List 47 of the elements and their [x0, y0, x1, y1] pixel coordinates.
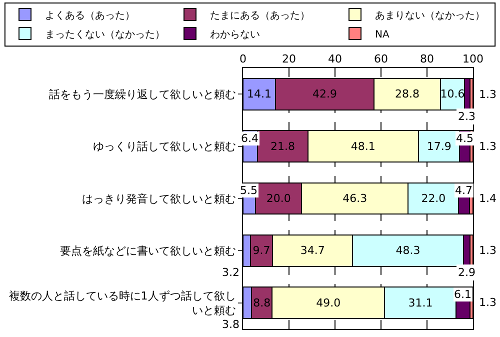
data-label: 2.3	[458, 110, 476, 123]
y-tick-label: 話をもう一度繰り返して欲しいと頼む	[48, 88, 236, 101]
x-tick-label: 40	[328, 52, 342, 66]
legend-label: あまりない（なかった）	[375, 10, 485, 22]
data-label: 14.1	[246, 88, 272, 101]
data-label: 21.8	[270, 140, 296, 153]
legend-label: たまにある（あった）	[210, 10, 310, 22]
data-label: 22.0	[421, 192, 446, 205]
data-label: 9.7	[252, 244, 270, 258]
legend-label: わからない	[210, 29, 260, 40]
y-tick-label: ゆっくり話して欲しいと頼む	[92, 140, 236, 154]
data-label: 4.7	[455, 184, 472, 197]
data-label: 5.5	[240, 184, 258, 197]
data-label: 1.3	[479, 244, 496, 257]
data-label: 4.5	[456, 132, 474, 145]
y-tick-label: 複数の人と話している時に1人ずつ話して欲しいと頼む	[8, 290, 236, 317]
data-label: 28.8	[394, 88, 420, 101]
data-label: 8.8	[253, 296, 271, 310]
x-tick-label: 80	[420, 52, 434, 66]
legend-label: まったくない（なかった）	[45, 29, 165, 40]
x-tick-label: 100	[462, 52, 484, 66]
data-label: 1.4	[479, 192, 496, 205]
data-label: 49.0	[316, 296, 341, 310]
legend-label: NA	[375, 29, 390, 40]
y-tick-label: 要点を紙などに書いて欲しいと頼む	[60, 244, 236, 258]
x-tick-label: 20	[282, 52, 296, 66]
data-label: 42.9	[312, 88, 338, 101]
legend-label: よくある（あった）	[45, 10, 135, 22]
data-label: 2.9	[458, 266, 476, 279]
data-label: 34.7	[300, 244, 325, 258]
data-label: 6.1	[454, 288, 472, 301]
data-label: 1.3	[479, 296, 496, 309]
data-label: 10.6	[440, 88, 465, 101]
data-label: 46.3	[342, 192, 368, 205]
data-label: 20.0	[266, 192, 291, 205]
x-tick-label: 0	[240, 52, 246, 66]
data-label: 3.8	[222, 318, 240, 331]
data-label: 31.1	[408, 296, 433, 310]
data-label: 6.4	[241, 132, 258, 145]
x-tick-label: 60	[374, 52, 388, 66]
data-label: 48.1	[350, 140, 376, 153]
y-tick-label: はっきり発音して欲しいと頼む	[82, 192, 236, 206]
data-label: 17.9	[426, 140, 452, 153]
data-label: 48.3	[396, 244, 420, 258]
data-label: 1.3	[479, 88, 496, 101]
data-label: 1.3	[479, 140, 496, 153]
data-label: 3.2	[222, 266, 240, 279]
